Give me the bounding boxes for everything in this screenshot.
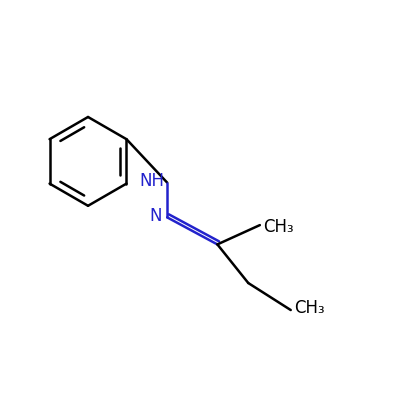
Text: NH: NH xyxy=(139,172,164,190)
Text: CH₃: CH₃ xyxy=(294,299,324,317)
Text: CH₃: CH₃ xyxy=(263,218,294,236)
Text: N: N xyxy=(150,207,162,225)
